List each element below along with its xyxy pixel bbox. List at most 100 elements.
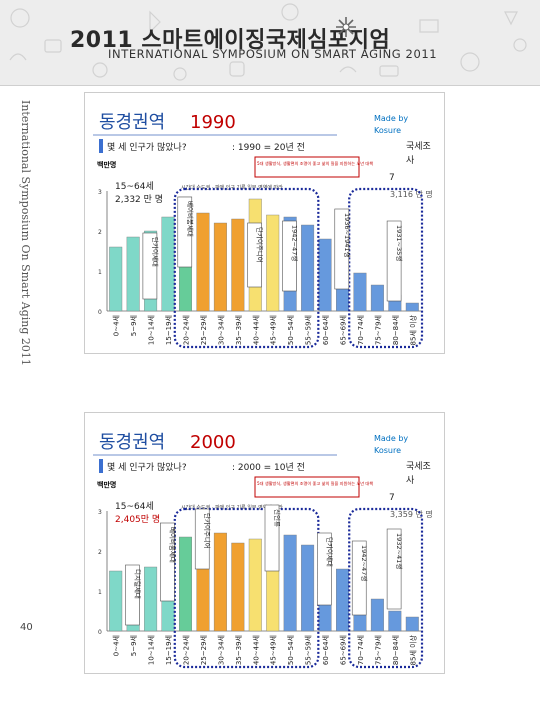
x-tick-label: 65~69세 bbox=[339, 315, 348, 345]
callout-text: 베이비붐세대 bbox=[186, 201, 195, 237]
bar-4 bbox=[179, 536, 192, 632]
bar-14 bbox=[353, 272, 367, 312]
elderly-group bbox=[348, 507, 424, 669]
bar-17 bbox=[405, 616, 419, 632]
bar-0 bbox=[109, 570, 123, 632]
census-label-2: 사 bbox=[406, 155, 415, 166]
x-tick-label: 55~59세 bbox=[304, 315, 313, 345]
callout-text: 1942~47생 bbox=[290, 225, 299, 261]
y-tick-label: 3 bbox=[98, 189, 102, 196]
x-tick-label: 25~29세 bbox=[199, 315, 208, 345]
y-tick-label: 1 bbox=[98, 589, 102, 596]
note-box bbox=[254, 476, 360, 498]
callout-text: 단카이세대 bbox=[325, 537, 334, 567]
working-age-label: 15~64세 bbox=[115, 181, 154, 192]
x-tick-label: 60~64세 bbox=[321, 315, 330, 345]
bar-11 bbox=[301, 544, 315, 632]
made-by-line2: Kosure bbox=[374, 126, 401, 135]
y-tick-label: 2 bbox=[98, 229, 102, 236]
x-tick-label: 0~4세 bbox=[112, 315, 121, 336]
bar-7 bbox=[231, 542, 245, 632]
x-tick-label: 70~74세 bbox=[356, 315, 365, 345]
bar-5 bbox=[196, 212, 210, 312]
callout-box bbox=[194, 508, 210, 570]
y-tick-label: 2 bbox=[98, 549, 102, 556]
callout-text: 신인류 bbox=[273, 509, 282, 527]
header-banner: 2011 스마트에이징국제심포지엄 INTERNATIONAL SYMPOSIU… bbox=[0, 0, 540, 86]
callout-box bbox=[264, 504, 280, 572]
callout-text: 1942~47생 bbox=[360, 545, 369, 581]
page-number: 40 bbox=[20, 622, 33, 633]
symposium-subtitle: INTERNATIONAL SYMPOSIUM ON SMART AGING 2… bbox=[108, 47, 438, 61]
census-num: 7 bbox=[389, 493, 395, 503]
x-tick-label: 15~19세 bbox=[164, 315, 173, 345]
bar-17 bbox=[405, 302, 419, 312]
census-label-2: 사 bbox=[406, 475, 415, 486]
bar-3 bbox=[161, 216, 175, 312]
x-tick-label: 80~84세 bbox=[391, 635, 400, 665]
question-text: 몇 세 인구가 많았나? bbox=[107, 461, 187, 473]
x-tick-label: 35~39세 bbox=[234, 315, 243, 345]
slide-1990-chart: 동경권역 1990 Made by Kosure 몇 세 인구가 많았나?: 1990 … bbox=[93, 112, 433, 349]
reference-year: : 2000 = 10년 전 bbox=[232, 462, 305, 473]
bar-15 bbox=[370, 284, 384, 312]
bar-2 bbox=[144, 566, 158, 632]
working-age-group bbox=[173, 187, 320, 349]
slide-year: 2000 bbox=[190, 432, 236, 453]
working-age-label: 15~64세 bbox=[115, 501, 154, 512]
total-pop: 3,116 만 명 bbox=[390, 189, 433, 199]
x-tick-label: 65~69세 bbox=[339, 635, 348, 665]
callout-box bbox=[247, 222, 262, 288]
y-tick-label: 1 bbox=[98, 269, 102, 276]
callout-box bbox=[334, 208, 350, 290]
x-tick-label: 75~79세 bbox=[373, 635, 382, 665]
callout-box bbox=[142, 232, 158, 300]
x-tick-label: 20~24세 bbox=[182, 635, 191, 665]
x-tick-label: 5~9세 bbox=[129, 315, 138, 336]
callout-text: 1936~1941생 bbox=[343, 213, 352, 258]
y-tick-label: 0 bbox=[98, 629, 102, 636]
x-tick-label: 50~54세 bbox=[286, 315, 295, 345]
x-tick-label: 0~4세 bbox=[112, 635, 121, 656]
callout-box bbox=[351, 540, 367, 616]
slide-2000-chart: 동경권역 2000 Made by Kosure 몇 세 인구가 많았나? : 2000 … bbox=[93, 432, 433, 669]
bar-11 bbox=[301, 224, 315, 312]
unit-label: 백만명 bbox=[97, 160, 116, 169]
x-tick-label: 5~9세 bbox=[129, 635, 138, 656]
question-text: 몇 세 인구가 많았나? bbox=[107, 141, 187, 153]
callout-box bbox=[282, 220, 297, 292]
note-text: 5대 생활방식, 생활편의 조명이 좋고 삶의 질을 지원하는 노년 대책 bbox=[257, 480, 373, 487]
symposium-title: 2011 스마트에이징국제심포지엄 bbox=[70, 28, 391, 53]
reference-year: : 1990 = 20년 전 bbox=[232, 142, 305, 153]
made-by-line2: Kosure bbox=[374, 446, 401, 455]
y-tick-label: 3 bbox=[98, 509, 102, 516]
x-tick-label: 10~14세 bbox=[147, 315, 156, 345]
x-tick-label: 20~24세 bbox=[182, 315, 191, 345]
sparkle-icon bbox=[336, 17, 356, 37]
x-tick-label: 50~54세 bbox=[286, 635, 295, 665]
note-text: 5대 생활방식, 생활편의 조명이 좋고 삶의 질을 지원하는 노년 대책 bbox=[257, 160, 373, 167]
callout-text: 단카이주니어 bbox=[203, 513, 212, 549]
bar-8 bbox=[248, 538, 262, 632]
callout-box bbox=[125, 564, 140, 626]
x-tick-label: 55~59세 bbox=[304, 635, 313, 665]
x-tick-label: 80~84세 bbox=[391, 315, 400, 345]
callout-box bbox=[386, 528, 402, 610]
callout-text: 디지털세대 bbox=[133, 569, 142, 599]
unit-label: 백만명 bbox=[97, 480, 116, 489]
slide-1990: 동경권역 1990 Made by Kosure 몇 세 인구가 많았나?: 1990 … bbox=[84, 92, 445, 354]
census-label: 국세조 bbox=[406, 141, 431, 152]
bar-12 bbox=[318, 238, 332, 312]
census-label: 국세조 bbox=[406, 461, 431, 472]
x-tick-label: 85세 이상 bbox=[408, 314, 417, 345]
sub-note: 시간대 수도권 · 판매 인구 기록 일부 영역에 따라 bbox=[181, 504, 283, 511]
bar-6 bbox=[213, 222, 227, 312]
made-by-line1: Made by bbox=[374, 114, 408, 123]
y-tick-label: 0 bbox=[98, 309, 102, 316]
callout-box bbox=[177, 196, 193, 268]
slide-title: 동경권역 bbox=[99, 112, 165, 133]
x-tick-label: 85세 이상 bbox=[408, 634, 417, 665]
elderly-group bbox=[348, 187, 424, 349]
slide-title: 동경권역 bbox=[99, 432, 165, 453]
made-by-line1: Made by bbox=[374, 434, 408, 443]
